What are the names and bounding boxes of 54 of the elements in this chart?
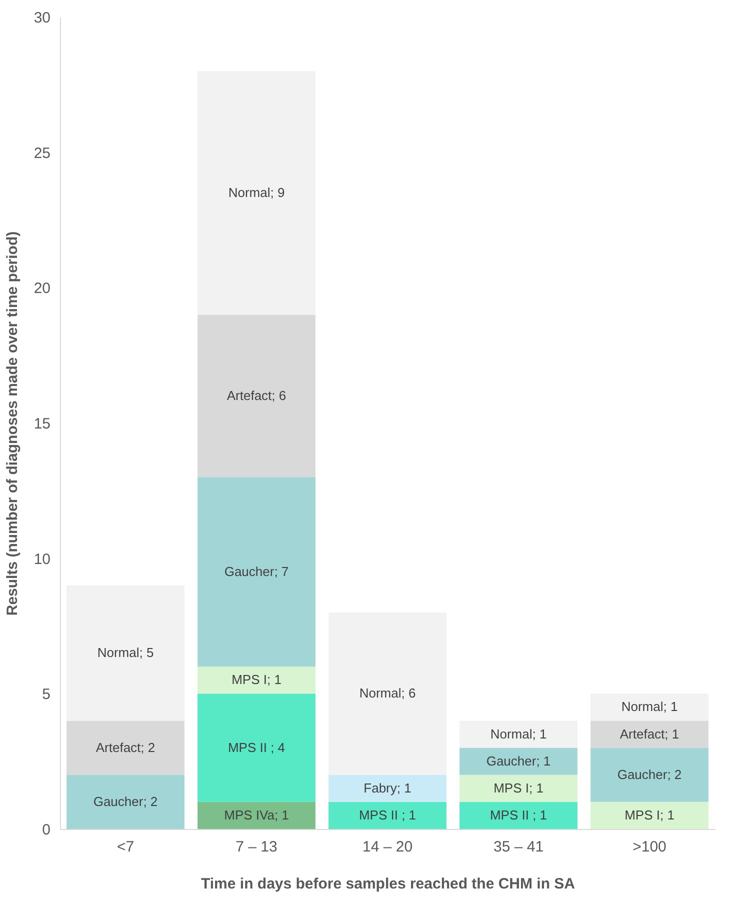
x-tick-label: 14 – 20 <box>362 838 413 856</box>
x-tick-label: 35 – 41 <box>493 838 544 856</box>
data-label: MPS I; 1 <box>494 780 544 796</box>
y-tick-label: 10 <box>34 550 50 568</box>
bar <box>198 71 316 315</box>
y-tick-label: 25 <box>34 144 50 162</box>
bar <box>328 802 446 829</box>
bar <box>590 748 708 802</box>
data-label: MPS II ; 1 <box>490 807 548 822</box>
bar <box>198 477 316 667</box>
bar <box>66 585 184 721</box>
x-tick-label: 7 – 13 <box>236 838 278 856</box>
data-label: Artefact; 1 <box>620 726 680 742</box>
y-tick-label: 0 <box>42 822 50 838</box>
bar <box>66 720 184 775</box>
bar <box>460 748 578 775</box>
data-label: Normal; 6 <box>359 686 416 701</box>
data-label: Fabry; 1 <box>364 780 412 796</box>
bar <box>460 774 578 802</box>
y-tick-label: 20 <box>34 280 50 298</box>
data-label: MPS II ; 4 <box>228 740 286 755</box>
data-label: MPS I; 1 <box>624 807 674 822</box>
bar <box>590 694 708 721</box>
data-label: MPS II ; 1 <box>358 807 416 822</box>
data-label: MPS IVa; 1 <box>224 807 289 822</box>
data-label: Normal; 5 <box>97 645 154 660</box>
data-label: Artefact; 2 <box>96 740 156 755</box>
data-label: Artefact; 6 <box>226 388 286 403</box>
y-tick-label: 30 <box>34 10 50 26</box>
data-label: Normal; 1 <box>490 726 547 742</box>
bar <box>328 774 446 802</box>
data-label: Gaucher; 2 <box>617 766 682 782</box>
bar <box>198 802 316 829</box>
bar <box>328 612 446 775</box>
data-label: MPS I; 1 <box>232 672 282 688</box>
y-tick-label: 15 <box>34 416 50 432</box>
data-label: Gaucher; 7 <box>224 564 289 579</box>
bar <box>460 802 578 829</box>
bar <box>590 802 708 829</box>
data-label: Normal; 9 <box>228 184 285 200</box>
data-label: Gaucher; 1 <box>486 753 551 768</box>
data-label: Gaucher; 2 <box>93 794 158 809</box>
bar <box>198 666 316 694</box>
x-tick-label: >100 <box>632 838 666 856</box>
data-label: Normal; 1 <box>621 699 678 714</box>
x-tick-label: <7 <box>116 838 134 856</box>
x-axis-title: Time in days before samples reached the CHM in SA <box>200 876 576 892</box>
bar <box>590 720 708 748</box>
bar <box>198 314 316 478</box>
bar <box>66 774 184 829</box>
y-tick-label: 5 <box>42 686 50 704</box>
y-axis-title: Results (number of diagnoses made over time period) <box>4 231 21 616</box>
bar <box>198 694 316 802</box>
bar <box>460 720 578 748</box>
